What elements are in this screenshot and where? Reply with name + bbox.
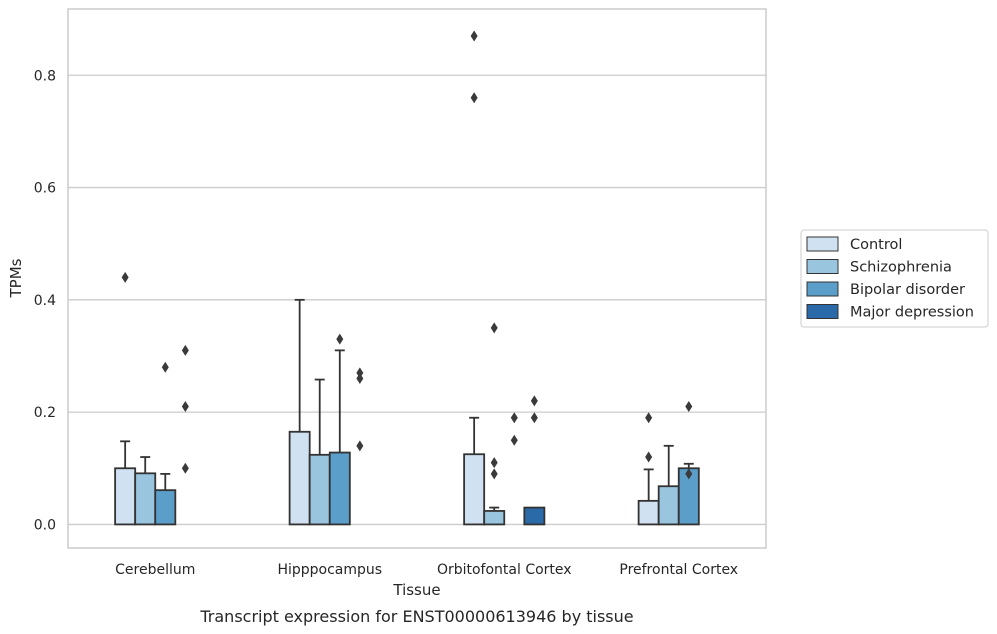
y-tick-label: 0.0 (34, 517, 56, 533)
y-tick-label: 0.8 (34, 68, 56, 84)
chart-caption: Transcript expression for ENST0000061394… (199, 607, 633, 626)
outlier-point (685, 468, 693, 480)
bar (463, 453, 486, 526)
outlier-point (530, 412, 538, 424)
outlier-point (530, 395, 538, 407)
bar (134, 472, 157, 526)
legend: Control Schizophrenia Bipolar disorder Majo… (800, 229, 989, 328)
outlier-point (181, 401, 189, 413)
x-tick-label: Orbitofontal Cortex (437, 562, 572, 578)
outlier-point (181, 344, 189, 356)
y-tick-labels: 0.0 0.2 0.4 0.6 0.8 (34, 68, 56, 533)
bar (657, 485, 680, 526)
bar (114, 467, 137, 526)
bar (483, 510, 506, 526)
legend-swatch (806, 281, 839, 297)
outlier-point (470, 92, 478, 104)
outlier-point (510, 434, 518, 446)
legend-swatch (806, 236, 839, 252)
legend-frame (800, 229, 989, 328)
legend-label: Major depression (850, 305, 974, 321)
bars (114, 298, 700, 526)
legend-label: Control (850, 237, 902, 253)
x-tick-label: Prefrontal Cortex (619, 562, 738, 578)
plot-area-frame (67, 8, 767, 549)
legend-label: Schizophrenia (850, 260, 952, 276)
bar (288, 430, 311, 526)
outlier-point (645, 451, 653, 463)
bar (154, 489, 177, 526)
outlier-point (490, 468, 498, 480)
x-tick-labels: Cerebellum Hipppocampus Orbitofontal Corte… (115, 562, 738, 578)
legend-swatch (806, 259, 839, 274)
outlier-point (121, 271, 129, 283)
x-axis-label: Tissue (392, 581, 440, 599)
outlier-point (181, 462, 189, 474)
legend-label: Bipolar disorder (850, 282, 965, 298)
outlier-point (490, 457, 498, 469)
outlier-point (356, 440, 364, 452)
outlier-point (490, 322, 498, 334)
bar (308, 453, 331, 526)
y-tick-label: 0.4 (34, 293, 56, 309)
gridlines (68, 74, 766, 526)
x-tick-label: Cerebellum (115, 562, 195, 578)
y-axis-label: TPMs (7, 258, 25, 298)
outlier-markers (121, 30, 693, 480)
legend-swatch (806, 304, 839, 319)
outlier-point (356, 367, 364, 379)
outlier-point (510, 412, 518, 424)
y-tick-label: 0.2 (34, 405, 56, 421)
outlier-point (161, 361, 169, 373)
x-tick-label: Hipppocampus (277, 562, 382, 578)
outlier-point (470, 30, 478, 42)
outlier-point (356, 372, 364, 384)
outlier-point (685, 401, 693, 413)
y-tick-label: 0.6 (34, 181, 56, 197)
outlier-point (336, 333, 344, 345)
outlier-point (645, 412, 653, 424)
bar (328, 451, 351, 526)
bar (523, 506, 546, 526)
bar (637, 499, 660, 526)
